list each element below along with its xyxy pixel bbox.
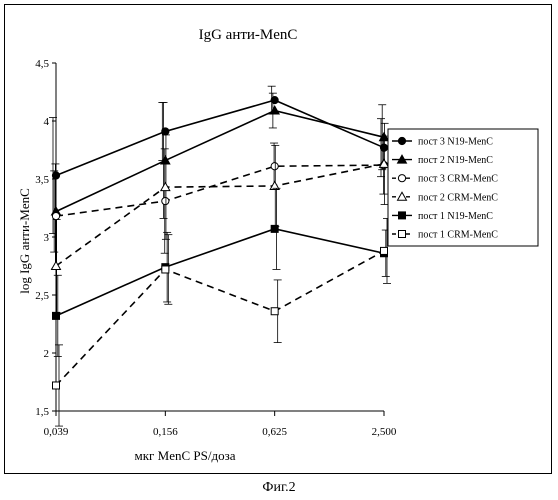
data-point: [53, 382, 60, 389]
legend-label: пост 1 CRM-MenC: [418, 230, 498, 241]
data-point: [271, 163, 278, 170]
y-axis-label: log IgG анти-MenC: [17, 188, 32, 294]
y-tick-label: 4: [44, 116, 50, 128]
series-line: [56, 229, 384, 316]
legend-label: пост 2 N19-MenC: [418, 155, 493, 166]
data-point: [271, 308, 278, 315]
series-line: [56, 111, 384, 212]
chart-title: IgG анти-MenC: [199, 27, 298, 43]
legend-label: пост 1 N19-MenC: [418, 211, 493, 222]
x-tick-label: 0,625: [262, 426, 287, 438]
data-point: [162, 266, 169, 273]
figure-caption: Фиг.2: [0, 480, 558, 496]
y-tick-label: 3,5: [35, 174, 49, 186]
data-point: [381, 247, 388, 254]
x-tick-label: 0,156: [153, 426, 178, 438]
series-1: [49, 86, 388, 233]
series-4: [52, 123, 389, 312]
series-6: [53, 218, 392, 426]
data-point: [53, 312, 60, 319]
legend-label: пост 3 CRM-MenC: [418, 174, 498, 185]
legend-marker: [398, 137, 405, 144]
x-tick-label: 2,500: [372, 426, 397, 438]
data-point: [162, 128, 169, 135]
series-line: [56, 164, 384, 266]
y-tick-label: 3: [44, 232, 50, 244]
plot-area: 1,5 2 2,5 3 3,5 4 4,5 0,039 0,156 0,625 2,500: [35, 58, 397, 438]
legend-marker: [399, 231, 406, 238]
data-point: [271, 225, 278, 232]
data-point: [52, 213, 59, 220]
series-2: [50, 93, 388, 252]
data-point: [380, 144, 387, 151]
series-5: [53, 188, 390, 356]
data-point: [271, 97, 278, 104]
data-point: [52, 172, 59, 179]
legend-label: пост 2 CRM-MenC: [418, 192, 498, 203]
x-axis-label: мкг MenC PS/доза: [135, 448, 236, 463]
legend-label: пост 3 N19-MenC: [418, 137, 493, 148]
legend: пост 3 N19-MenC пост 2 N19-MenC пост 3 CRM…: [388, 129, 538, 246]
data-point: [162, 197, 169, 204]
x-tick-label: 0,039: [44, 426, 69, 438]
y-tick-label: 2: [44, 348, 50, 360]
series-line: [56, 100, 384, 175]
line-chart: IgG анти-MenC 1,5 2 2,5 3 3,5 4 4,5 0,039 0,156 0…: [5, 5, 553, 475]
y-tick-label: 4,5: [35, 58, 49, 70]
y-tick-label: 2,5: [35, 290, 49, 302]
y-tick-label: 1,5: [35, 406, 49, 418]
series-line: [56, 165, 384, 216]
chart-frame: IgG анти-MenC 1,5 2 2,5 3 3,5 4 4,5 0,039 0,156 0…: [4, 4, 552, 474]
data-point: [52, 262, 61, 270]
legend-marker: [399, 212, 406, 219]
series-line: [56, 251, 384, 386]
legend-marker: [398, 175, 405, 182]
